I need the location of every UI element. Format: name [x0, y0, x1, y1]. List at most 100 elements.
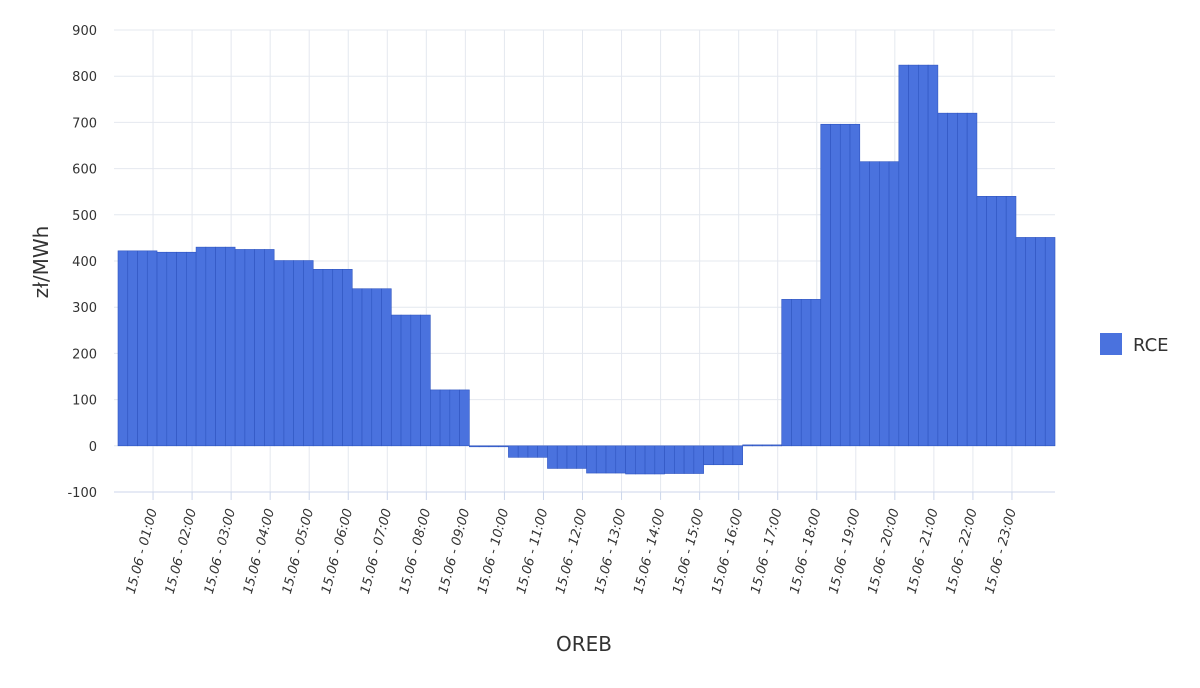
bar[interactable]: [947, 112, 958, 447]
bar[interactable]: [537, 445, 548, 458]
legend[interactable]: RCE: [1100, 333, 1169, 356]
bar[interactable]: [683, 445, 695, 474]
bar[interactable]: [674, 445, 685, 474]
bar[interactable]: [1015, 237, 1027, 447]
bar[interactable]: [488, 445, 499, 448]
bar[interactable]: [332, 269, 343, 447]
bar[interactable]: [449, 389, 460, 447]
bar[interactable]: [283, 260, 294, 447]
bar[interactable]: [527, 445, 539, 458]
bar[interactable]: [478, 445, 490, 448]
bar[interactable]: [264, 249, 275, 447]
bar[interactable]: [879, 161, 890, 447]
bar[interactable]: [839, 123, 851, 447]
bar[interactable]: [722, 445, 734, 466]
bar[interactable]: [869, 161, 880, 447]
bar[interactable]: [166, 251, 177, 447]
bar[interactable]: [976, 196, 987, 447]
bar[interactable]: [693, 445, 704, 474]
bar[interactable]: [781, 299, 792, 447]
x-tick-label: 15.06 - 23:00: [983, 507, 1020, 596]
bar[interactable]: [625, 445, 636, 475]
bar[interactable]: [439, 389, 451, 447]
bar[interactable]: [420, 314, 431, 447]
x-tick-label: 15.06 - 20:00: [866, 507, 903, 596]
bar[interactable]: [1044, 237, 1056, 447]
bar[interactable]: [576, 445, 587, 469]
bar[interactable]: [195, 246, 207, 447]
bar[interactable]: [459, 389, 470, 447]
bar[interactable]: [234, 249, 246, 447]
bar[interactable]: [586, 445, 597, 474]
bar[interactable]: [966, 112, 978, 447]
bar[interactable]: [351, 288, 363, 447]
bar[interactable]: [322, 269, 334, 447]
bar[interactable]: [303, 260, 314, 447]
bar[interactable]: [400, 314, 412, 447]
bar[interactable]: [1035, 237, 1046, 447]
bar[interactable]: [849, 123, 861, 447]
bar[interactable]: [605, 445, 617, 474]
bar[interactable]: [215, 246, 226, 447]
bar[interactable]: [1025, 237, 1036, 447]
bar[interactable]: [752, 444, 763, 447]
bar[interactable]: [634, 445, 646, 475]
bar[interactable]: [137, 250, 148, 447]
bar[interactable]: [927, 64, 939, 447]
bar[interactable]: [371, 288, 382, 447]
bar[interactable]: [664, 445, 675, 474]
bar[interactable]: [342, 269, 353, 447]
bar[interactable]: [615, 445, 626, 474]
bar[interactable]: [556, 445, 568, 469]
bar[interactable]: [791, 299, 802, 447]
bar[interactable]: [908, 64, 919, 447]
bar[interactable]: [937, 112, 948, 447]
bar[interactable]: [517, 445, 529, 458]
bar[interactable]: [859, 161, 870, 447]
bar[interactable]: [732, 445, 743, 466]
bar[interactable]: [293, 260, 304, 447]
bar[interactable]: [957, 112, 968, 447]
bar[interactable]: [361, 288, 373, 447]
bar[interactable]: [498, 445, 509, 448]
bar[interactable]: [830, 123, 841, 447]
bar[interactable]: [312, 269, 324, 447]
bar[interactable]: [713, 445, 724, 466]
bar[interactable]: [888, 161, 900, 447]
bar[interactable]: [918, 64, 929, 447]
bar[interactable]: [820, 123, 831, 447]
bar[interactable]: [595, 445, 607, 474]
bar[interactable]: [898, 64, 909, 447]
bar[interactable]: [986, 196, 997, 447]
bar[interactable]: [410, 314, 421, 447]
bar[interactable]: [508, 445, 519, 458]
bar[interactable]: [1005, 196, 1017, 447]
bar[interactable]: [273, 260, 285, 447]
bar[interactable]: [127, 250, 138, 447]
bar[interactable]: [205, 246, 216, 447]
bar[interactable]: [156, 251, 168, 447]
bar[interactable]: [566, 445, 578, 469]
bar[interactable]: [117, 250, 129, 447]
bar[interactable]: [244, 249, 255, 447]
bar[interactable]: [186, 251, 197, 447]
bar[interactable]: [225, 246, 236, 447]
bar[interactable]: [430, 389, 441, 447]
bar[interactable]: [644, 445, 656, 475]
bar[interactable]: [469, 445, 480, 448]
bar[interactable]: [703, 445, 714, 466]
bar[interactable]: [381, 288, 392, 447]
x-tick-label: 15.06 - 17:00: [748, 507, 785, 596]
bar[interactable]: [654, 445, 665, 475]
bar[interactable]: [547, 445, 558, 469]
bar[interactable]: [146, 250, 158, 447]
bar[interactable]: [771, 444, 783, 447]
bar[interactable]: [800, 299, 812, 447]
bar[interactable]: [254, 249, 265, 447]
bar[interactable]: [996, 196, 1007, 447]
bar[interactable]: [761, 444, 773, 447]
bar[interactable]: [390, 314, 402, 447]
bar[interactable]: [742, 444, 753, 447]
bar[interactable]: [810, 299, 822, 447]
bar[interactable]: [176, 251, 187, 447]
